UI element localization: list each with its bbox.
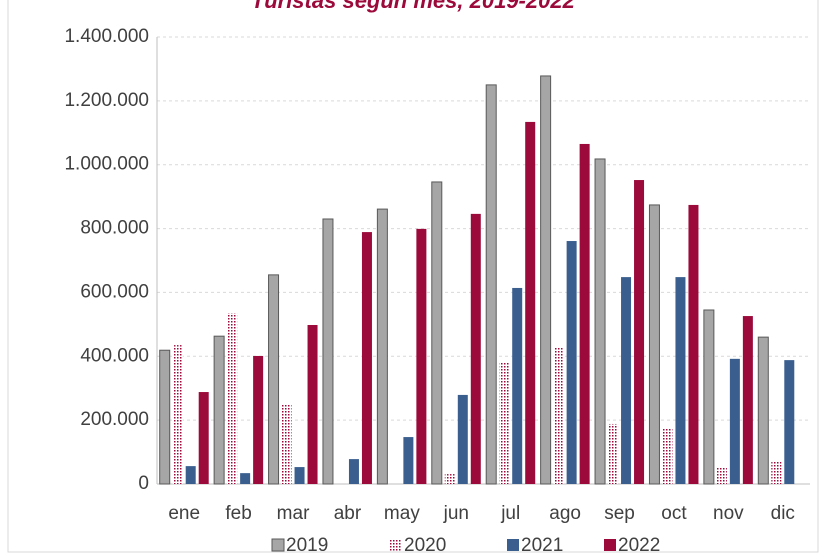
- bar: [457, 394, 468, 484]
- bar: [431, 181, 443, 485]
- x-tick-label: nov: [713, 503, 744, 524]
- y-tick-label: 200.000: [80, 409, 149, 430]
- bar: [716, 467, 727, 484]
- y-tick-label: 1.200.000: [64, 90, 149, 111]
- bar: [213, 335, 225, 485]
- bar: [253, 355, 264, 484]
- bar: [621, 277, 632, 484]
- bar: [662, 428, 673, 484]
- x-tick-label: mar: [277, 503, 310, 524]
- bar: [648, 204, 660, 485]
- bar: [729, 358, 740, 484]
- bar: [757, 336, 769, 485]
- legend-label: 2022: [618, 535, 660, 556]
- bar: [688, 204, 699, 485]
- x-tick-label: sep: [604, 503, 635, 524]
- bar: [553, 347, 564, 484]
- bar: [198, 392, 209, 484]
- legend-label: 2021: [521, 535, 563, 556]
- bar: [512, 287, 523, 484]
- bar: [525, 121, 536, 485]
- legend-swatch: [390, 539, 402, 551]
- bar: [307, 324, 318, 484]
- x-tick-label: ene: [168, 503, 200, 524]
- legend-swatch: [271, 538, 285, 552]
- legend-label: 2019: [286, 535, 328, 556]
- bar: [742, 316, 753, 484]
- bar: [227, 313, 238, 484]
- y-tick-label: 800.000: [80, 218, 149, 239]
- x-tick-label: may: [384, 503, 420, 524]
- x-tick-label: dic: [771, 503, 795, 524]
- legend-label: 2020: [404, 535, 446, 556]
- bar: [240, 473, 251, 484]
- y-tick-label: 0: [138, 473, 149, 494]
- y-tick-label: 1.400.000: [64, 26, 149, 47]
- bar: [675, 277, 686, 484]
- bar: [172, 345, 183, 484]
- bar: [499, 362, 510, 484]
- bar: [784, 360, 795, 484]
- bar: [771, 461, 782, 484]
- bar: [470, 213, 481, 485]
- y-tick-label: 600.000: [80, 281, 149, 302]
- bar: [444, 474, 455, 484]
- bar: [579, 143, 590, 485]
- bar: [703, 309, 715, 485]
- bar: [416, 228, 427, 484]
- bar: [566, 241, 577, 484]
- bar: [634, 180, 645, 485]
- x-tick-label: abr: [334, 503, 362, 524]
- bar: [322, 218, 334, 485]
- bar: [403, 437, 414, 484]
- bar: [281, 404, 292, 484]
- bar: [608, 423, 619, 484]
- x-tick-label: jul: [500, 503, 520, 524]
- bar: [376, 208, 388, 485]
- y-tick-label: 1.000.000: [64, 154, 149, 175]
- chart-title: Turistas según mes, 2019-2022: [251, 0, 575, 13]
- bar: [540, 75, 552, 485]
- bar: [361, 232, 372, 484]
- bar: [159, 349, 171, 485]
- bar: [594, 158, 606, 485]
- legend-swatch: [507, 539, 519, 551]
- legend-swatch: [604, 539, 616, 551]
- x-tick-label: ago: [549, 503, 581, 524]
- bar: [268, 274, 280, 485]
- bar: [294, 467, 305, 484]
- bar: [348, 459, 359, 484]
- y-tick-label: 400.000: [80, 345, 149, 366]
- x-tick-label: feb: [225, 503, 251, 524]
- x-tick-label: jun: [443, 503, 469, 524]
- bar: [485, 84, 497, 485]
- x-tick-label: oct: [661, 503, 687, 524]
- bar: [185, 466, 196, 484]
